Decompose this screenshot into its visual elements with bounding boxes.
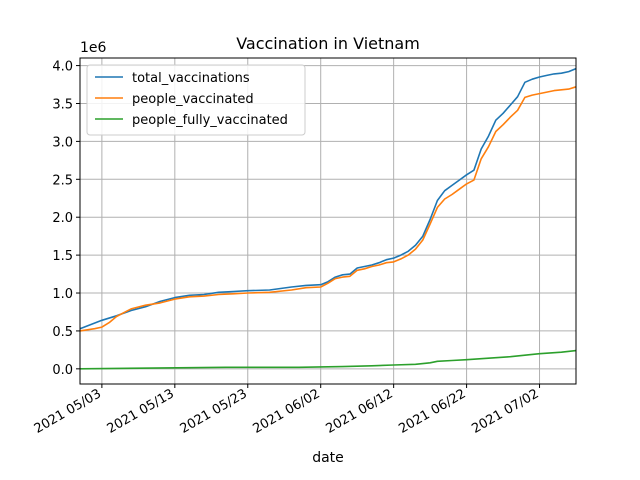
legend-label: people_fully_vaccinated [132, 113, 288, 128]
legend: total_vaccinations people_vaccinatedpeopl… [86, 64, 306, 136]
chart-title: Vaccination in Vietnam [236, 34, 420, 53]
y-tick-label: 4.0 [52, 60, 73, 75]
y-tick-label: 3.5 [52, 97, 73, 112]
y-axis-ticks: 0.0 0.5 1.0 1.5 2.0 2.5 3.0 3.5 4.0 [52, 60, 80, 378]
x-axis-label: date [312, 450, 344, 466]
series-line-people-vaccinated [79, 86, 577, 332]
series-line-people-fully-vaccinated [79, 349, 577, 370]
series-lines [79, 67, 577, 370]
y-tick-label: 2.5 [52, 173, 73, 188]
y-tick-label: 3.0 [52, 135, 73, 150]
plot-frame [79, 57, 577, 385]
legend-label: people_vaccinated [132, 92, 254, 107]
y-tick-label: 1.5 [52, 249, 73, 264]
y-tick-label: 1.0 [52, 287, 73, 302]
series-line-total-vaccinations [79, 67, 577, 330]
y-tick-label: 0.0 [52, 363, 73, 378]
legend-box [86, 64, 306, 136]
y-tick-label: 2.0 [52, 211, 73, 226]
y-tick-label: 0.5 [52, 325, 73, 340]
legend-label: total_vaccinations [132, 71, 250, 86]
y-axis-offset-label: 1e6 [80, 40, 107, 56]
